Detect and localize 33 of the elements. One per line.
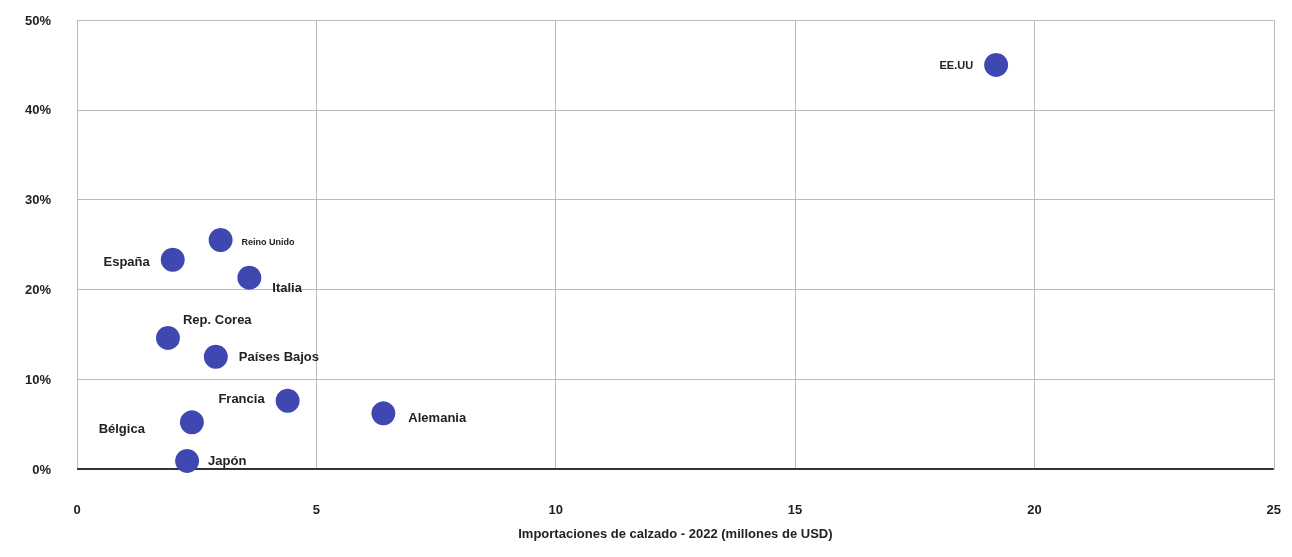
x-tick-label: 10 xyxy=(548,502,563,517)
point xyxy=(175,448,200,473)
x-tick-label: 25 xyxy=(1266,502,1281,517)
point xyxy=(237,265,262,290)
x-tick-label: 15 xyxy=(787,502,803,517)
y-tick-label: 20% xyxy=(24,281,52,297)
series-label: Francia xyxy=(218,391,266,407)
series-label: España xyxy=(103,254,151,270)
x-axis-title: Importaciones de calzado - 2022 (millones de USD) xyxy=(518,526,833,541)
series-label: Japón xyxy=(208,453,247,469)
point xyxy=(155,325,180,350)
point xyxy=(275,388,300,413)
series-label: EE.UU xyxy=(939,58,974,71)
x-tick-label: 0 xyxy=(73,502,81,517)
y-tick-label: 50% xyxy=(24,12,52,28)
point xyxy=(371,401,396,426)
series-label: Reino Unido xyxy=(241,237,296,248)
point xyxy=(203,344,228,369)
text: Bélgica xyxy=(98,420,146,436)
point xyxy=(984,52,1009,77)
series-label: Países Bajos xyxy=(238,349,320,365)
series-label: Alemania xyxy=(408,409,467,425)
point xyxy=(179,410,204,435)
x-tick-label: 20 xyxy=(1027,502,1042,517)
point xyxy=(160,247,185,272)
series-label: Rep. Corea xyxy=(182,312,253,328)
point xyxy=(208,228,233,252)
series-label: Italia xyxy=(272,280,303,296)
y-tick-label: 30% xyxy=(24,192,52,208)
x-tick-label: 5 xyxy=(312,502,320,517)
y-tick-label: 0% xyxy=(32,461,52,477)
y-tick-label: 40% xyxy=(24,102,52,118)
y-tick-label: 10% xyxy=(24,371,52,387)
